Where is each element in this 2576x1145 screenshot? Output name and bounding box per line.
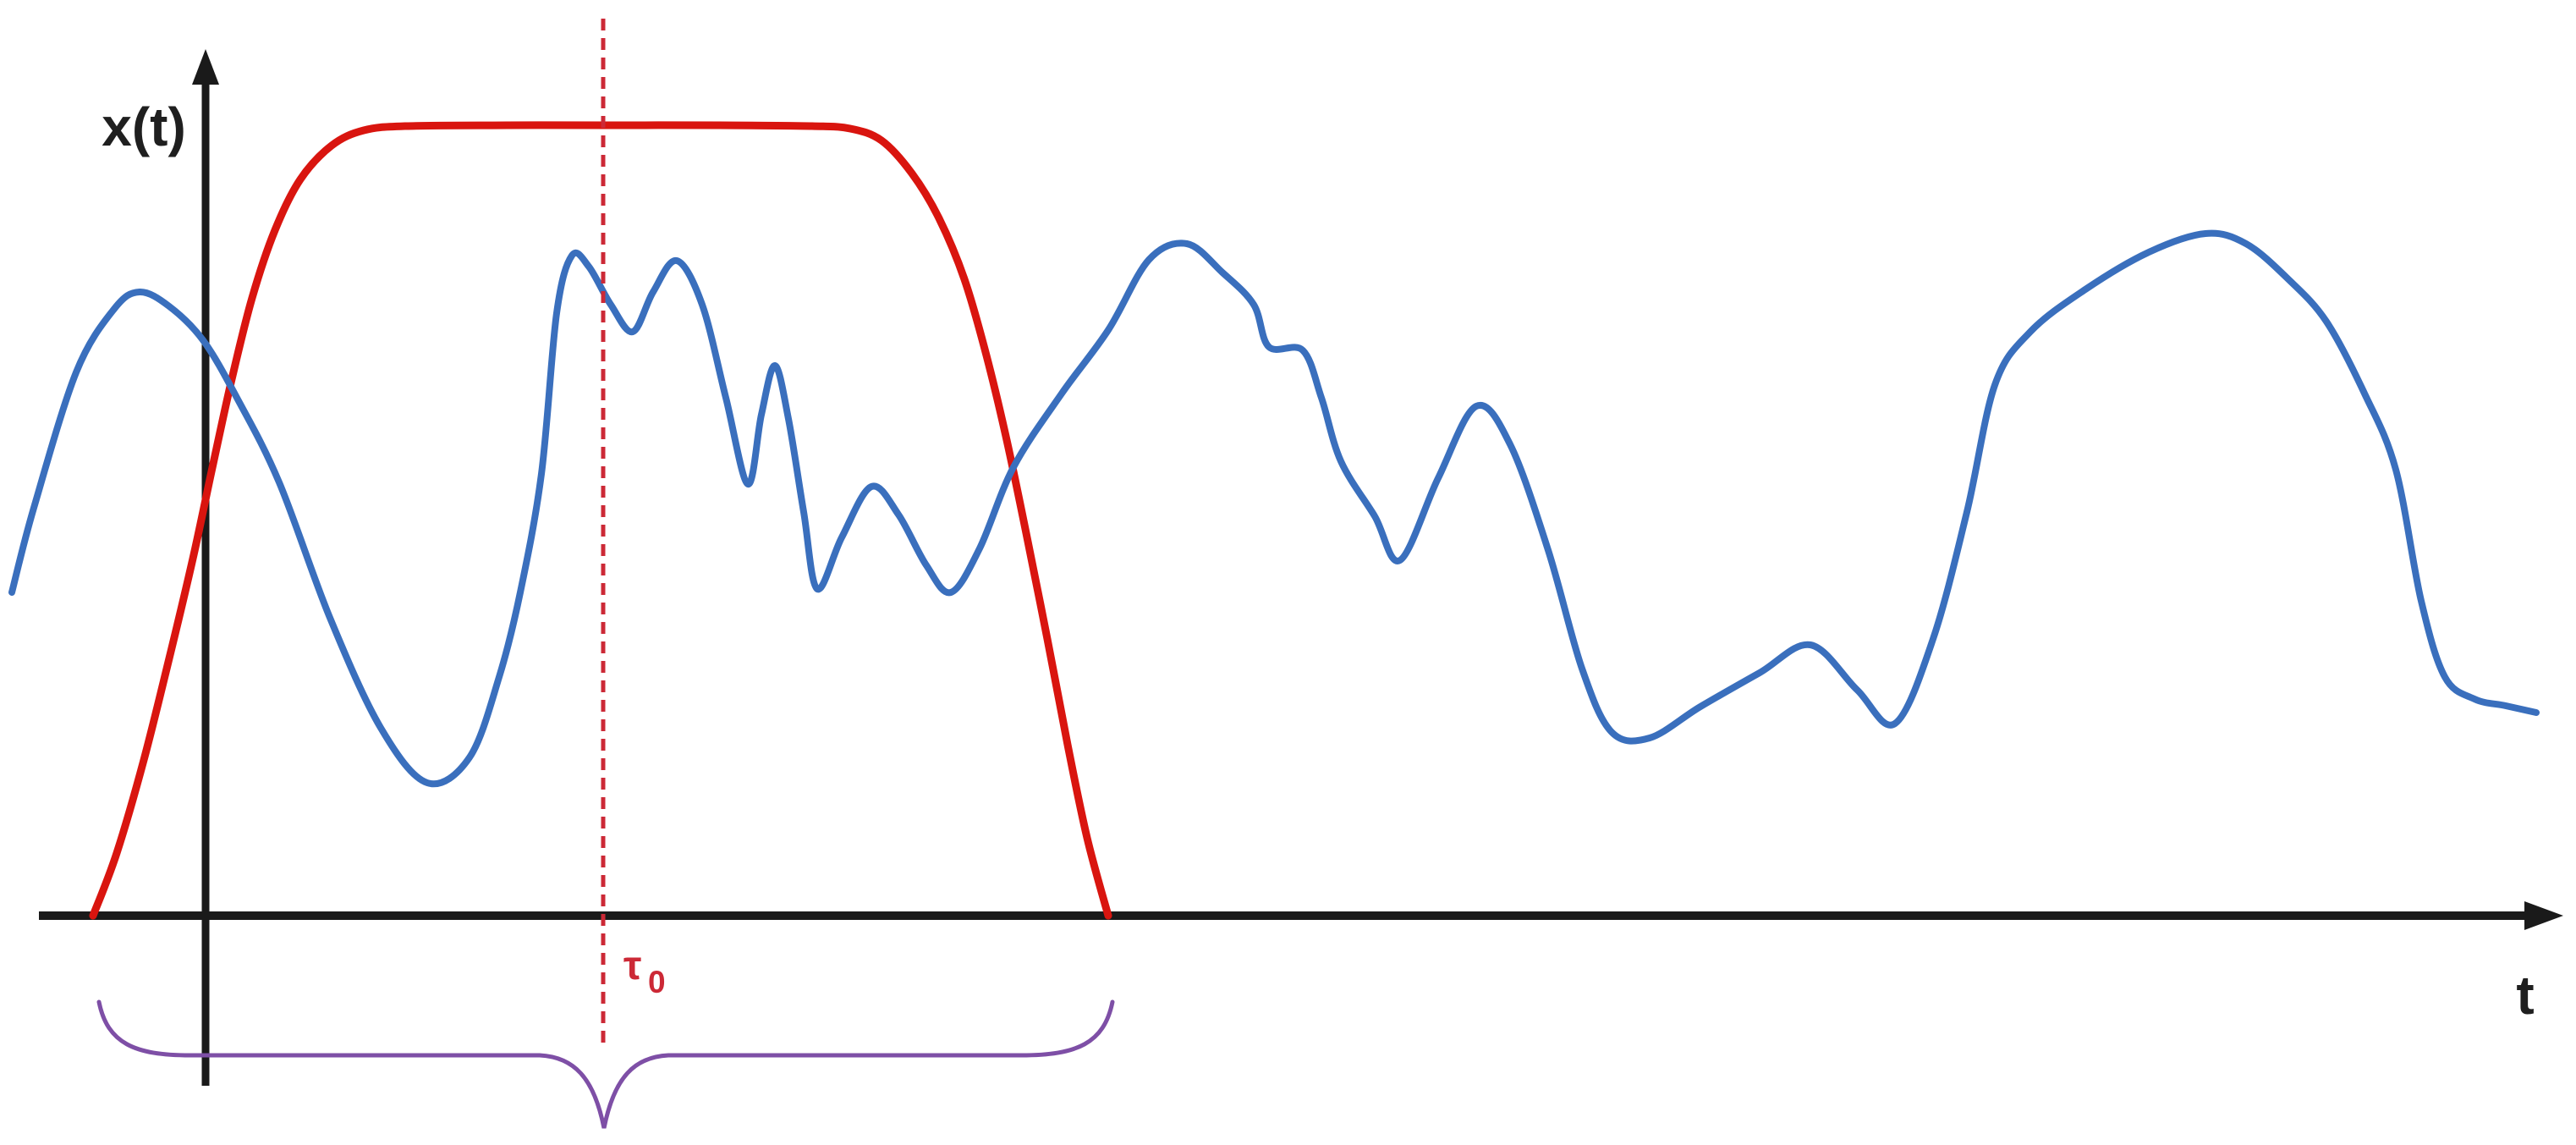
tau0-label: τ <box>623 944 641 988</box>
x-axis-label: t <box>2516 965 2534 1026</box>
window-span-underbrace <box>96 999 1115 1129</box>
x-axis-arrowhead <box>2524 901 2563 930</box>
y-axis-arrowhead <box>192 49 219 85</box>
window-curve <box>89 121 1112 920</box>
y-axis-label: x(t) <box>102 96 186 157</box>
tau0-label-subscript: 0 <box>648 965 666 999</box>
signal-curve <box>8 229 2540 788</box>
